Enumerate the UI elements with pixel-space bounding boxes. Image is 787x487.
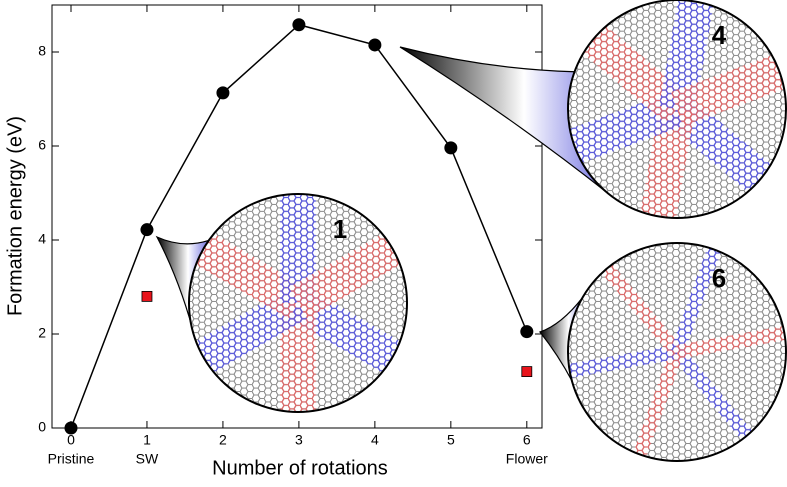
data-point: [368, 38, 382, 52]
strain-band: [670, 47, 786, 126]
strain-band: [189, 222, 307, 319]
strain-band: [289, 222, 407, 319]
strain-band: [665, 95, 786, 207]
x-tick-label: 6: [523, 432, 531, 448]
inset-label: 6: [712, 263, 726, 293]
inset-label: 1: [333, 214, 347, 244]
x-axis-title: Number of rotations: [212, 457, 388, 479]
data-point: [64, 421, 78, 435]
strain-band: [189, 287, 307, 384]
x-category-label: Flower: [506, 451, 548, 467]
inset: [568, 243, 786, 461]
x-tick-label: 0: [67, 432, 75, 448]
data-point: [141, 290, 153, 302]
x-tick-label: 5: [447, 432, 455, 448]
strain-band: [289, 287, 407, 384]
strain-band: [670, 243, 729, 355]
strain-band: [675, 322, 786, 359]
y-tick-label: 4: [38, 231, 46, 247]
inset-border: [188, 193, 408, 413]
data-point: [292, 18, 306, 32]
x-tick-label: 4: [371, 432, 379, 448]
inset-label: 4: [712, 20, 727, 50]
x-category-label: SW: [136, 451, 159, 467]
strain-band: [568, 92, 684, 171]
data-point: [444, 141, 458, 155]
plot-frame: [51, 4, 543, 429]
strain-band: [625, 349, 684, 461]
strain-band: [636, 105, 695, 218]
strain-band: [659, 0, 718, 113]
x-tick-label: 2: [219, 432, 227, 448]
y-tick-label: 6: [38, 137, 46, 153]
data-point: [520, 325, 534, 339]
y-tick-label: 8: [38, 43, 46, 59]
y-tick-label: 0: [38, 419, 46, 435]
strain-band: [671, 347, 767, 457]
x-tick-label: 1: [143, 432, 151, 448]
x-tick-label: 3: [295, 432, 303, 448]
inset-border: [567, 0, 787, 219]
strain-band: [587, 247, 683, 357]
data-point: [216, 86, 230, 100]
x-category-label: Pristine: [48, 451, 95, 467]
inset-border: [567, 242, 787, 462]
data-point: [140, 223, 154, 237]
strain-band: [568, 345, 679, 382]
y-tick-label: 2: [38, 325, 46, 341]
strain-band: [280, 194, 316, 303]
strain-band: [280, 303, 316, 412]
data-point: [521, 366, 533, 378]
inset: [568, 0, 786, 218]
strain-band: [568, 11, 689, 123]
inset: [189, 194, 407, 412]
y-axis-title: Formation energy (eV): [4, 116, 26, 316]
